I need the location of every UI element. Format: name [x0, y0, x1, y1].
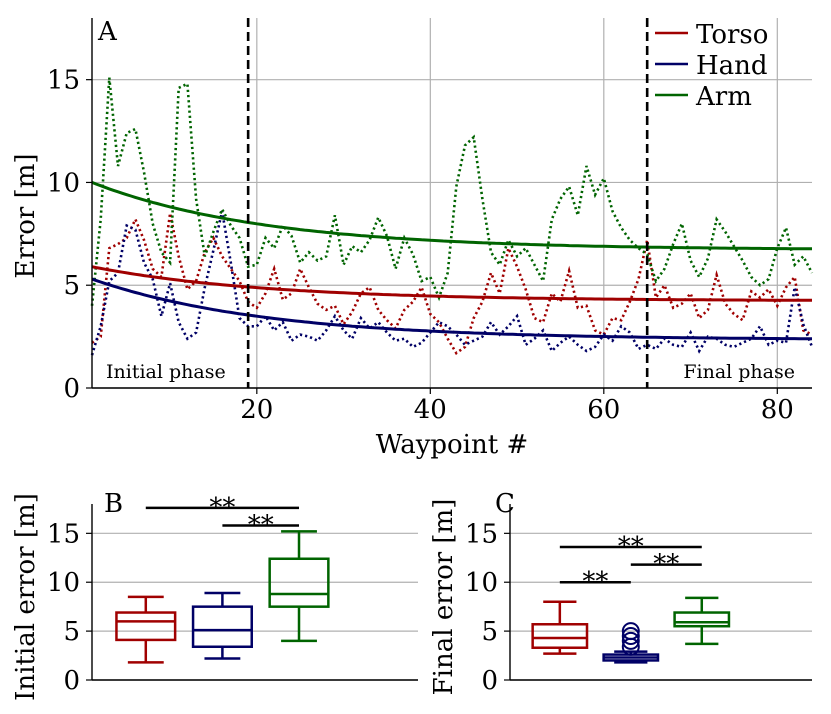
panel-a-label: A — [97, 17, 118, 47]
panel-b-y-tick-label: 15 — [47, 519, 80, 549]
panel-a-y-tick-label: 0 — [63, 374, 80, 404]
panel-b-y-axis-label: Initial error [m] — [11, 493, 41, 701]
panel-b-box-hand-iqr — [191, 605, 253, 649]
legend-arm-label: Arm — [695, 82, 752, 112]
panel-c-significance-label: ** — [653, 550, 679, 580]
panel-b-box-arm-iqr — [268, 557, 330, 608]
initial-phase-annotation: Initial phase — [106, 361, 226, 383]
panel-c-y-tick-label: 0 — [481, 666, 498, 696]
panel-b-y-tick-label: 10 — [47, 568, 80, 598]
panel-a-x-tick-label: 20 — [240, 395, 273, 425]
panel-b-box-torso-iqr — [115, 611, 177, 642]
series-torso-fit-curve — [91, 265, 812, 302]
panel-c-box-plot: 0 5 10 15 ** ** ** — [465, 504, 812, 696]
panel-c-significance-label: ** — [618, 532, 644, 562]
series-hand-fit-curve — [91, 277, 812, 341]
panel-c-box-arm-iqr — [673, 611, 731, 628]
series-arm-line — [90, 77, 814, 306]
panel-c-y-tick-label: 5 — [481, 617, 498, 647]
final-phase-annotation: Final phase — [683, 361, 795, 383]
panel-b-box-plot: 0 5 10 15 ** ** — [47, 493, 418, 696]
panel-a-line-chart: 0 5 10 15 20 40 60 80 — [47, 18, 814, 425]
panel-b-significance-label: ** — [209, 493, 235, 523]
panel-c-y-tick-label: 15 — [465, 519, 498, 549]
series-arm-fit-curve — [91, 181, 812, 251]
panel-a-x-tick-label: 60 — [587, 395, 620, 425]
legend: Torso Hand Arm — [655, 20, 768, 112]
panel-a-x-axis-label: Waypoint # — [376, 430, 529, 460]
legend-hand-label: Hand — [696, 51, 768, 81]
series-hand-line — [90, 210, 814, 356]
legend-torso-label: Torso — [696, 20, 768, 50]
panel-c-box-hand-outlier — [621, 622, 640, 641]
panel-a-y-tick-label: 10 — [47, 168, 80, 198]
panel-a-y-tick-label: 5 — [63, 271, 80, 301]
panel-c-box-hand-outlier — [621, 627, 640, 645]
panel-c-significance-label: ** — [582, 567, 608, 597]
panel-c-box-hand-outlier — [621, 631, 640, 650]
panel-b-significance-label: ** — [248, 511, 274, 541]
panel-c-box-torso-iqr — [531, 623, 589, 649]
panel-a-y-axis-label: Error [m] — [11, 153, 41, 278]
panel-b-label: B — [104, 489, 123, 519]
panel-b-y-tick-label: 5 — [63, 617, 80, 647]
panel-c-y-axis-label: Final error [m] — [429, 499, 459, 696]
panel-a-x-tick-label: 80 — [761, 395, 794, 425]
panel-c-y-tick-label: 10 — [465, 568, 498, 598]
panel-b-y-tick-label: 0 — [63, 666, 80, 696]
panel-c-label: C — [495, 489, 515, 519]
panel-a-x-tick-label: 40 — [414, 395, 447, 425]
panel-a-y-tick-label: 15 — [47, 66, 80, 96]
